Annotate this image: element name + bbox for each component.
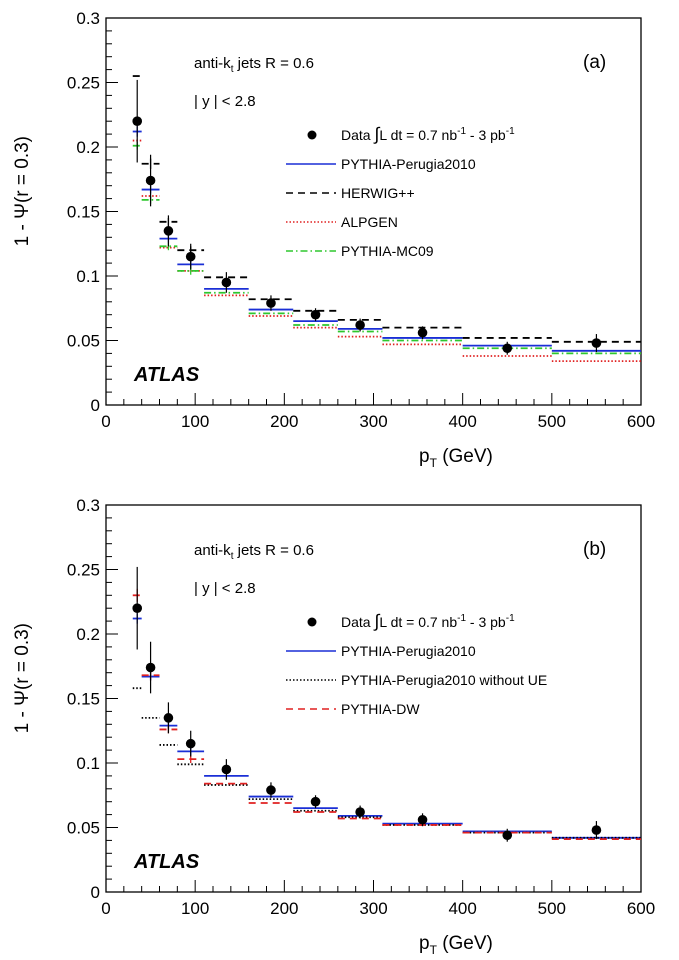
y-tick-label: 0.15 bbox=[67, 203, 100, 222]
legend-marker-data bbox=[307, 130, 317, 140]
jet-algorithm-label: anti-kt jets R = 0.6 bbox=[194, 55, 314, 75]
x-tick-label: 100 bbox=[181, 899, 209, 918]
legend: Data ∫L dt = 0.7 nb-1 - 3 pb-1 PYTHIA-Per… bbox=[286, 611, 547, 717]
data-point bbox=[591, 825, 602, 835]
plot-frame bbox=[105, 504, 642, 893]
x-tick-label: 0 bbox=[101, 899, 110, 918]
data-point bbox=[185, 738, 196, 749]
panel-label: (a) bbox=[583, 52, 606, 73]
data-point bbox=[163, 226, 174, 236]
chart-panel-b: 0 0.05 0.1 0.15 0.2 0.25 0.3 0 100 200 300 400 500 60… bbox=[12, 496, 655, 957]
data-points bbox=[132, 566, 602, 842]
data-point bbox=[145, 662, 156, 673]
chart-panel-a: 0 0.05 0.1 0.15 0.2 0.25 0.3 0 100 200 300 400 500 60… bbox=[12, 9, 655, 470]
data-point bbox=[266, 785, 276, 795]
y-tick-label: 0.05 bbox=[67, 819, 100, 838]
data-point bbox=[591, 338, 602, 348]
x-tick-label: 0 bbox=[101, 412, 110, 431]
rapidity-cut-label: | y | < 2.8 bbox=[194, 93, 256, 110]
x-tick-label: 200 bbox=[270, 899, 298, 918]
atlas-label: ATLAS bbox=[133, 364, 200, 386]
legend-label: PYTHIA-Perugia2010 without UE bbox=[341, 672, 547, 688]
y-tick-label: 0 bbox=[91, 883, 100, 902]
data-point bbox=[310, 309, 321, 320]
data-point bbox=[145, 175, 156, 186]
data-point bbox=[221, 764, 232, 775]
x-tick-label: 200 bbox=[270, 412, 298, 431]
plot-frame bbox=[105, 17, 642, 406]
x-axis-label: pT (GeV) bbox=[419, 933, 493, 957]
legend-label: PYTHIA-Perugia2010 bbox=[341, 643, 476, 659]
x-tick-label: 500 bbox=[538, 899, 566, 918]
legend-label: PYTHIA-Perugia2010 bbox=[341, 156, 476, 172]
legend-label-data: Data ∫L dt = 0.7 nb-1 - 3 pb-1 bbox=[341, 124, 515, 144]
data-point bbox=[502, 830, 513, 841]
legend-label: PYTHIA-MC09 bbox=[341, 243, 434, 259]
y-tick-label: 0 bbox=[91, 396, 100, 415]
series-herwig- bbox=[132, 75, 641, 343]
data-point bbox=[221, 277, 232, 288]
x-axis-label: pT (GeV) bbox=[419, 446, 493, 470]
legend-label: PYTHIA-DW bbox=[341, 701, 420, 717]
x-tick-label: 300 bbox=[359, 412, 387, 431]
x-tick-label: 400 bbox=[448, 412, 476, 431]
y-tick-label: 0.25 bbox=[67, 74, 100, 93]
legend-label: HERWIG++ bbox=[341, 185, 415, 201]
atlas-label: ATLAS bbox=[133, 851, 200, 873]
legend-label: ALPGEN bbox=[341, 214, 398, 230]
legend: Data ∫L dt = 0.7 nb-1 - 3 pb-1 PYTHIA-Per… bbox=[286, 124, 515, 259]
legend-label-data: Data ∫L dt = 0.7 nb-1 - 3 pb-1 bbox=[341, 611, 515, 631]
y-axis-label: 1 - Ψ(r = 0.3) bbox=[12, 623, 33, 733]
data-point bbox=[266, 298, 276, 308]
x-tick-label: 100 bbox=[181, 412, 209, 431]
y-tick-label: 0.25 bbox=[67, 561, 100, 580]
y-axis-label: 1 - Ψ(r = 0.3) bbox=[12, 136, 33, 246]
x-tick-label: 500 bbox=[538, 412, 566, 431]
y-tick-label: 0.15 bbox=[67, 690, 100, 709]
data-point bbox=[163, 713, 174, 723]
y-tick-label: 0.3 bbox=[76, 9, 100, 28]
data-point bbox=[132, 603, 143, 613]
y-tick-label: 0.1 bbox=[76, 754, 100, 773]
x-tick-label: 400 bbox=[448, 899, 476, 918]
x-tick-label: 600 bbox=[627, 899, 655, 918]
data-point bbox=[417, 814, 428, 825]
panel-label: (b) bbox=[583, 539, 606, 560]
data-point bbox=[355, 807, 365, 817]
data-point bbox=[417, 327, 428, 338]
data-points bbox=[132, 79, 602, 355]
y-tick-label: 0.05 bbox=[67, 332, 100, 351]
y-tick-label: 0.1 bbox=[76, 267, 100, 286]
jet-algorithm-label: anti-kt jets R = 0.6 bbox=[194, 542, 314, 562]
y-tick-label: 0.3 bbox=[76, 496, 100, 515]
series-alpgen bbox=[132, 139, 641, 363]
x-tick-label: 600 bbox=[627, 412, 655, 431]
rapidity-cut-label: | y | < 2.8 bbox=[194, 580, 256, 597]
y-tick-label: 0.2 bbox=[76, 138, 100, 157]
data-point bbox=[132, 116, 143, 126]
x-tick-label: 300 bbox=[359, 899, 387, 918]
data-point bbox=[185, 251, 196, 262]
legend-marker-data bbox=[307, 617, 317, 627]
y-tick-label: 0.2 bbox=[76, 625, 100, 644]
data-point bbox=[355, 320, 365, 330]
data-point bbox=[502, 343, 513, 354]
data-point bbox=[310, 796, 321, 807]
